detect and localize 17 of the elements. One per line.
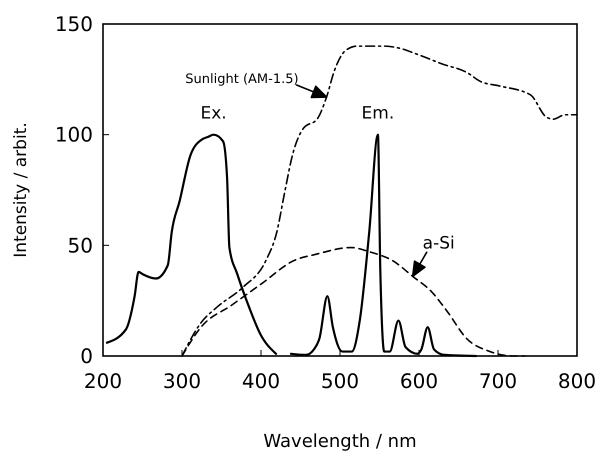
y-tick-label: 0: [80, 344, 93, 368]
y-axis-title: Intensity / arbit.: [11, 122, 31, 258]
x-tick-label: 600: [400, 369, 438, 393]
series-label: Ex.: [200, 104, 227, 124]
series-label: a-Si: [422, 233, 455, 254]
x-axis-title: Wavelength / nm: [263, 431, 417, 452]
x-tick-label: 500: [320, 369, 360, 393]
x-tick-label: 800: [558, 369, 596, 393]
y-tick-label: 50: [68, 233, 93, 258]
x-tick-label: 300: [162, 369, 202, 393]
y-tick-label: 100: [54, 122, 93, 147]
x-tick-label: 400: [242, 369, 280, 393]
series-label: Em.: [362, 104, 394, 124]
x-tick-label: 200: [84, 369, 122, 393]
x-tick-label: 700: [478, 369, 518, 393]
y-tick-label: 150: [54, 12, 93, 36]
text: Sunlight (AM-1.5): [185, 72, 299, 88]
